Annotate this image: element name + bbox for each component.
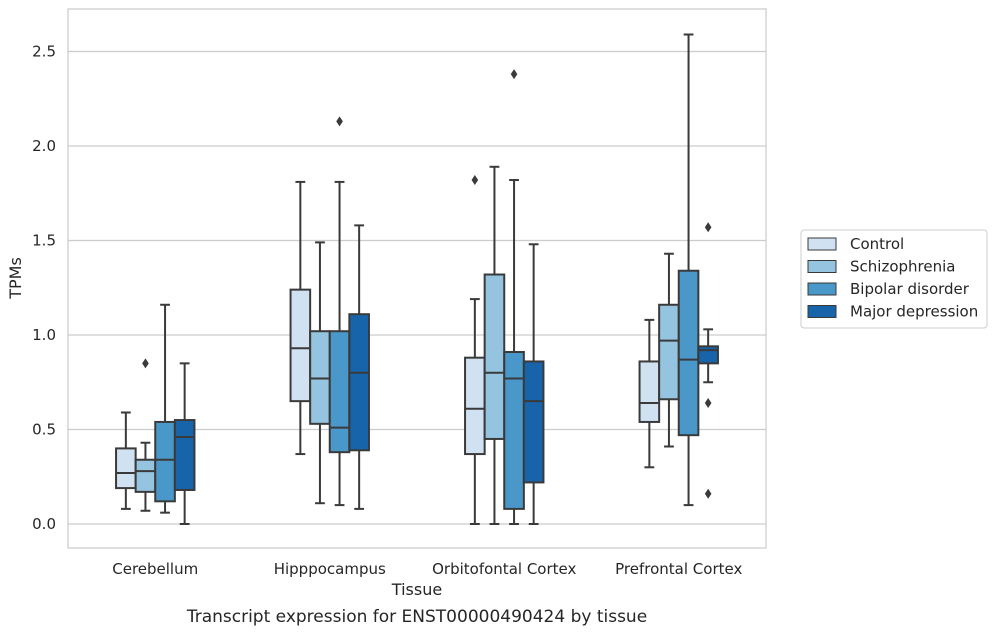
- box-iqr: [522, 360, 545, 484]
- y-tick-label: 1.0: [32, 326, 56, 344]
- box-iqr: [483, 273, 506, 440]
- box-2-2: [503, 69, 525, 525]
- legend-label: Major depression: [850, 303, 978, 321]
- legend-frame: [800, 229, 988, 329]
- x-axis-label: Tissue: [391, 580, 442, 599]
- legend-label: Schizophrenia: [850, 258, 955, 276]
- box-iqr: [503, 351, 525, 510]
- box-iqr: [677, 269, 700, 437]
- y-tick-label: 0.0: [32, 515, 56, 533]
- outlier-marker: [142, 358, 149, 369]
- outlier-marker: [704, 488, 712, 499]
- box-iqr: [658, 303, 680, 401]
- legend-swatch: [807, 282, 837, 296]
- box-iqr: [289, 288, 312, 403]
- y-tick-label: 1.5: [32, 232, 56, 250]
- box-iqr: [173, 419, 196, 491]
- legend-swatch: [807, 260, 837, 273]
- box-1-1: [309, 241, 331, 505]
- chart-caption: Transcript expression for ENST0000049042…: [186, 607, 647, 627]
- box-iqr: [115, 447, 137, 490]
- box-series: [115, 33, 719, 525]
- box-iqr: [638, 360, 661, 423]
- box-iqr: [464, 356, 486, 456]
- legend-swatch: [807, 237, 837, 251]
- outlier-marker: [704, 398, 712, 409]
- box-0-3: [638, 318, 661, 469]
- y-tick-label: 2.0: [32, 137, 56, 155]
- box-iqr: [348, 313, 370, 452]
- x-axis-ticks: Cerebellum Hipppocampus Orbitofontal Corte…: [112, 560, 742, 578]
- y-tick-label: 2.5: [32, 43, 56, 61]
- y-axis-ticks: 0.0 0.5 1.0 1.5 2.0 2.5: [32, 43, 56, 534]
- y-axis-label: TPMs: [6, 257, 25, 300]
- box-1-2: [483, 165, 506, 525]
- outlier-marker: [510, 69, 518, 80]
- x-tick-label: Prefrontal Cortex: [615, 560, 742, 578]
- x-tick-label: Hipppocampus: [274, 560, 386, 578]
- x-tick-label: Cerebellum: [112, 560, 198, 578]
- y-tick-label: 0.5: [32, 421, 56, 439]
- legend-swatch: [807, 305, 837, 318]
- box-iqr: [154, 420, 176, 503]
- x-tick-label: Orbitofontal Cortex: [432, 560, 576, 578]
- box-iqr: [134, 458, 157, 493]
- box-3-2: [522, 243, 545, 525]
- legend-label: Bipolar disorder: [850, 280, 970, 298]
- legend: Control Schizophrenia Bipolar disorder Majo…: [800, 229, 988, 329]
- box-3-1: [348, 224, 370, 510]
- box-iqr: [328, 330, 351, 454]
- outlier-marker: [471, 175, 479, 186]
- box-iqr: [697, 345, 719, 365]
- outlier-marker: [704, 222, 712, 233]
- box-3-3: [697, 222, 719, 499]
- box-3-0: [173, 362, 196, 525]
- legend-label: Control: [850, 235, 904, 253]
- outlier-marker: [336, 116, 343, 127]
